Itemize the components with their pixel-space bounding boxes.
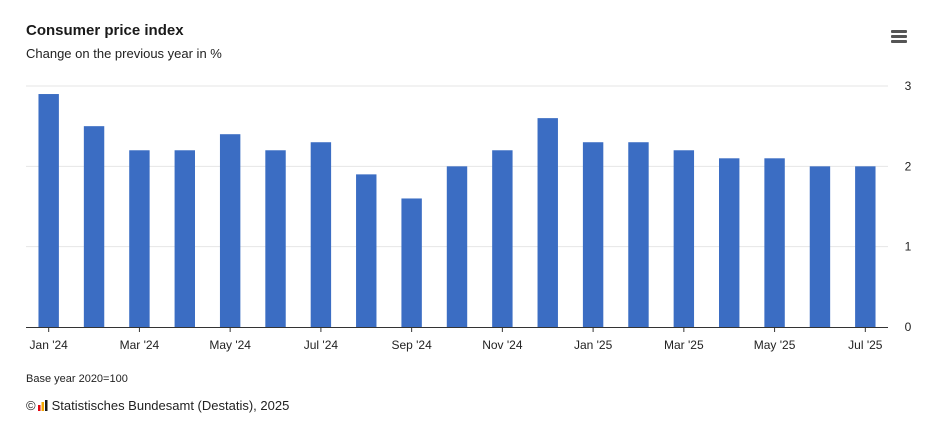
- axes: 0 1 2 3 Jan '24 Mar '24 May '24 Jul '24 Sep '24 N…: [26, 79, 912, 352]
- bar: [356, 174, 377, 327]
- menu-line: [891, 40, 907, 43]
- destatis-logo-icon: [37, 400, 48, 411]
- base-year-note: Base year 2020=100: [26, 373, 128, 385]
- logo-bar: [41, 402, 44, 411]
- bar: [492, 150, 513, 327]
- bar: [446, 166, 468, 327]
- hamburger-menu-icon[interactable]: [888, 28, 910, 46]
- x-tick-label: Jul '24: [304, 338, 339, 352]
- bar: [38, 94, 59, 328]
- copyright-symbol: ©: [26, 398, 36, 413]
- x-tick-label: May '24: [209, 338, 251, 352]
- x-tick-label: May '25: [754, 338, 796, 352]
- logo-bar: [37, 405, 41, 411]
- x-tick-label: Jan '24: [30, 338, 69, 352]
- bar: [673, 150, 695, 327]
- bar: [764, 158, 785, 327]
- bar: [855, 166, 876, 327]
- y-tick-label: 0: [905, 320, 912, 334]
- x-tick-label: Jan '25: [574, 338, 613, 352]
- bar: [809, 166, 831, 327]
- bar: [174, 150, 195, 327]
- bar: [265, 150, 286, 327]
- bar: [719, 158, 740, 327]
- source-text: Statistisches Bundesamt (Destatis), 2025: [51, 398, 290, 413]
- x-tick-label: Mar '25: [664, 338, 704, 352]
- y-tick-label: 2: [905, 159, 912, 173]
- chart-title: Consumer price index: [26, 22, 184, 39]
- x-tick-label: Jul '25: [848, 338, 883, 352]
- bar: [582, 142, 604, 327]
- bar: [401, 198, 422, 327]
- logo-bar: [44, 400, 48, 411]
- source-credit[interactable]: © Statistisches Bundesamt (Destatis), 20…: [26, 398, 289, 413]
- chart-subtitle: Change on the previous year in %: [26, 46, 222, 61]
- y-tick-label: 3: [905, 79, 912, 93]
- y-tick-label: 1: [905, 240, 912, 254]
- menu-line: [891, 30, 907, 33]
- x-tick-label: Nov '24: [482, 338, 523, 352]
- x-tick-label: Sep '24: [391, 338, 432, 352]
- bar: [129, 150, 150, 327]
- x-tick-label: Mar '24: [120, 338, 160, 352]
- bar: [219, 134, 241, 327]
- bar: [628, 142, 649, 327]
- bar: [83, 126, 105, 328]
- menu-line: [891, 35, 907, 38]
- bar: [537, 118, 558, 327]
- bar: [310, 142, 332, 327]
- bars: [38, 94, 876, 328]
